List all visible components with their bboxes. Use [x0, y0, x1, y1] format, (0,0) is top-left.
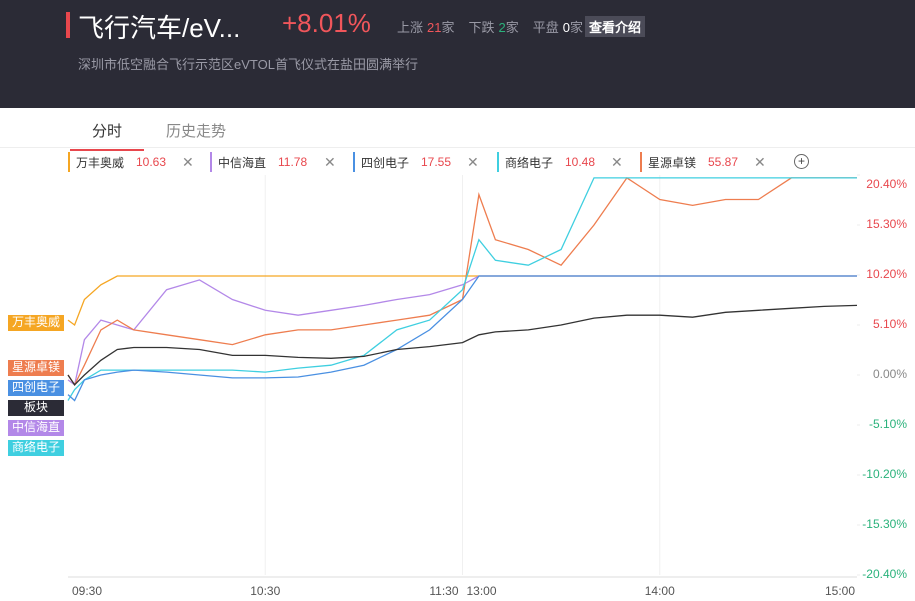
chip-name: 星源卓镁 [648, 155, 697, 170]
stat: 平盘 0家 [533, 17, 583, 36]
tab[interactable]: 分时 [70, 118, 145, 151]
chip-price: 11.78 [278, 155, 308, 169]
y-tick-label: -15.30% [862, 517, 907, 531]
stat-label: 上涨 [397, 20, 424, 35]
series-line [67, 177, 857, 387]
series-tag-label: 星源卓镁 [12, 360, 60, 374]
series-tag-label: 中信海直 [12, 419, 60, 434]
chip-price: 55.87 [708, 155, 739, 169]
series-tag [8, 420, 64, 436]
stats: 上涨 21家 下跌 2家 平盘 0家 [397, 17, 583, 36]
chip-close[interactable]: ✕ [467, 153, 479, 170]
x-tick-label: 14:00 [645, 584, 675, 598]
chip-close[interactable]: ✕ [324, 153, 336, 170]
y-tick-label: -5.10% [869, 417, 907, 431]
y-tick-label: 0.00% [873, 367, 907, 381]
chip-price: 10.63 [136, 155, 167, 169]
stock-chip[interactable]: 万丰奥威 10.63 ✕ [68, 152, 204, 172]
stat-unit: 家 [441, 20, 455, 35]
stat-unit: 家 [505, 20, 519, 35]
chip-close[interactable]: ✕ [182, 153, 194, 170]
change: +8.01% [282, 8, 371, 38]
series-line [67, 304, 858, 386]
y-tick-label: -10.20% [862, 467, 907, 481]
chip-price: 10.48 [565, 155, 596, 169]
tabs: 分时 历史走势 [70, 118, 248, 151]
series-line [67, 177, 857, 401]
series-tag [8, 400, 64, 416]
series-tag-label: 四创电子 [12, 380, 60, 394]
x-tick-label: 13:00 [467, 584, 497, 598]
series-tag-label: 万丰奥威 [12, 315, 60, 329]
stat-count: 0 [562, 20, 571, 35]
subtitle: 深圳市低空融合飞行示范区eVTOL首飞仪式在盐田圆满举行 [78, 57, 418, 72]
series-tag [8, 380, 64, 396]
stat-label: 平盘 [532, 20, 559, 35]
add-button[interactable]: + [794, 154, 809, 169]
header: 飞行汽车/eV... +8.01% 上涨 21家 下跌 2家 平盘 0家 查看介绍 深… [0, 0, 915, 108]
accent-bar [66, 12, 70, 38]
chip-name: 商络电子 [505, 155, 554, 170]
tab[interactable]: 历史走势 [166, 123, 227, 140]
series-line [67, 275, 857, 402]
series-tag [8, 440, 64, 456]
y-tick-label: 5.10% [873, 317, 907, 331]
series-tag-label: 商络电子 [12, 439, 60, 454]
x-tick-label: 09:30 [72, 584, 102, 598]
stock-chip[interactable]: 商络电子 10.48 ✕ [497, 152, 633, 172]
chip-price: 17.55 [421, 155, 452, 169]
stat-count: 2 [498, 20, 506, 35]
y-tick-label: -20.40% [862, 567, 907, 581]
title: 飞行汽车/eV... [78, 13, 241, 43]
stock-chip[interactable]: 四创电子 17.55 ✕ [353, 152, 489, 172]
chip-name: 四创电子 [361, 155, 410, 170]
y-tick-label: 10.20% [866, 267, 907, 281]
series-tag-label: 板块 [24, 400, 48, 414]
stat-count: 21 [427, 20, 442, 35]
y-tick-label: 15.30% [866, 217, 907, 231]
chip-close[interactable]: ✕ [754, 153, 766, 170]
stock-chip[interactable]: 中信海直 11.78 ✕ [210, 152, 346, 172]
stat-label: 下跌 [468, 20, 495, 35]
series-tag [8, 315, 64, 331]
stat-unit: 家 [570, 20, 584, 35]
chip-close[interactable]: ✕ [611, 153, 623, 170]
y-tick-label: 20.40% [866, 177, 907, 191]
series-tag [8, 360, 64, 376]
stock-chip[interactable]: 星源卓镁 55.87 ✕ [640, 152, 776, 172]
x-tick-label: 10:30 [250, 584, 280, 598]
chip-name: 万丰奥威 [76, 155, 125, 170]
x-tick-label: 11:30 [429, 584, 458, 598]
stat: 下跌 2家 [469, 17, 519, 36]
divider [0, 147, 915, 148]
stat: 上涨 21家 [397, 17, 455, 36]
chip-name: 中信海直 [218, 155, 267, 170]
x-tick-label: 15:00 [825, 584, 855, 598]
intro-button[interactable]: 查看介绍 [585, 16, 646, 37]
